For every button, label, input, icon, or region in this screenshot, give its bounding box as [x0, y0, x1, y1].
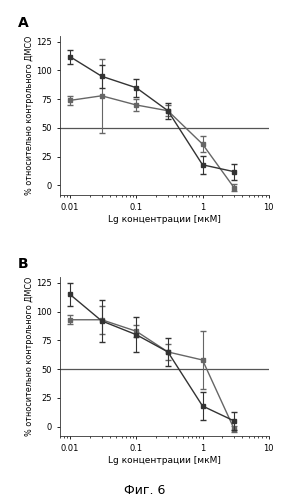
Y-axis label: % относительно контрольного ДМСО: % относительно контрольного ДМСО — [25, 277, 34, 436]
Y-axis label: % относительно контрольного ДМСО: % относительно контрольного ДМСО — [25, 36, 34, 195]
Text: A: A — [18, 16, 29, 30]
Text: Фиг. 6: Фиг. 6 — [124, 484, 165, 498]
Text: B: B — [18, 257, 29, 271]
X-axis label: Lg концентрации [мкМ]: Lg концентрации [мкМ] — [108, 215, 221, 224]
X-axis label: Lg концентрации [мкМ]: Lg концентрации [мкМ] — [108, 456, 221, 465]
